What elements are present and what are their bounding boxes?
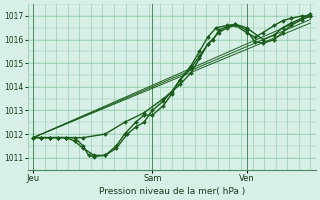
X-axis label: Pression niveau de la mer( hPa ): Pression niveau de la mer( hPa ) [99, 187, 245, 196]
